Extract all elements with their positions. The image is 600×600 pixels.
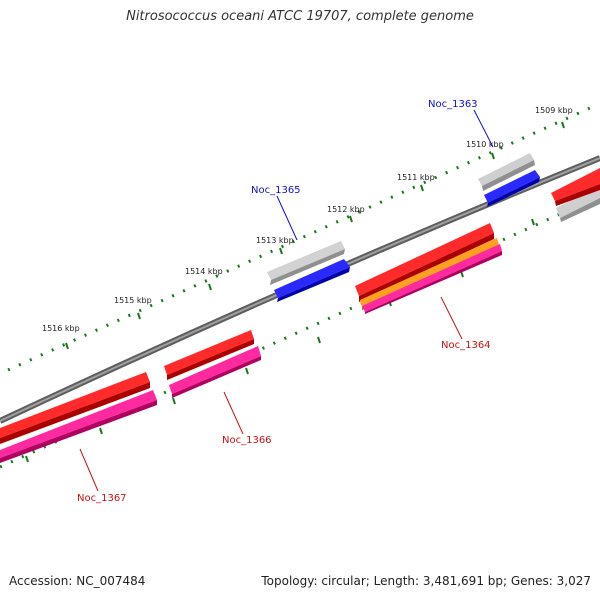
major-tick — [172, 397, 176, 405]
major-tick — [65, 342, 69, 350]
outer-major-ticks — [65, 121, 565, 350]
gene-magenta-1366[interactable] — [169, 346, 261, 398]
gene-grey-1365[interactable] — [267, 241, 345, 285]
callout-line-1365 — [276, 195, 298, 241]
tick-label: 1512 kbp — [327, 205, 365, 214]
major-tick — [561, 121, 565, 129]
tick-label: 1509 kbp — [535, 106, 573, 115]
gene-label-noc-1365[interactable]: Noc_1365 — [251, 185, 301, 196]
major-tick — [137, 312, 141, 320]
gene-label-noc-1363[interactable]: Noc_1363 — [428, 99, 478, 110]
map-title: Nitrosococcus oceani ATCC 19707, complet… — [126, 9, 474, 24]
gene-blue-1365[interactable] — [274, 259, 350, 302]
gene-magenta-1367[interactable] — [0, 390, 157, 463]
genome-summary-text: Topology: circular; Length: 3,481,691 bp… — [261, 574, 591, 588]
callout-line-1363 — [473, 109, 494, 148]
gene-red-1366[interactable] — [164, 330, 254, 380]
gene-red-1367[interactable] — [0, 372, 150, 444]
gene-grey-1363[interactable] — [478, 153, 535, 191]
tick-label: 1511 kbp — [397, 173, 435, 182]
tick-labels: 1509 kbp 1510 kbp 1511 kbp 1512 kbp 1513… — [42, 106, 573, 333]
major-tick — [317, 336, 321, 344]
major-tick — [491, 152, 495, 160]
major-tick — [531, 218, 535, 226]
gene-label-noc-1364[interactable]: Noc_1364 — [441, 340, 491, 351]
major-tick — [279, 247, 283, 255]
callout-line-1364 — [440, 296, 463, 340]
gene-label-noc-1366[interactable]: Noc_1366 — [222, 435, 272, 446]
tick-label: 1513 kbp — [256, 236, 294, 245]
gene-label-noc-1367[interactable]: Noc_1367 — [77, 493, 127, 504]
tick-label: 1514 kbp — [185, 267, 223, 276]
accession-text: Accession: NC_007484 — [9, 574, 146, 588]
tick-label: 1516 kbp — [42, 324, 80, 333]
callout-line-1367 — [79, 448, 99, 492]
gene-blue-1363[interactable] — [484, 170, 540, 207]
major-tick — [99, 427, 103, 435]
gene-red-right[interactable] — [551, 168, 600, 206]
gene-magenta-1364[interactable] — [362, 244, 502, 314]
tick-label: 1515 kbp — [114, 296, 152, 305]
tick-label: 1510 kbp — [466, 140, 504, 149]
major-tick — [420, 184, 424, 192]
major-tick — [208, 283, 212, 291]
major-tick — [245, 367, 249, 375]
major-tick — [349, 215, 353, 223]
major-tick — [25, 455, 29, 463]
callout-line-1366 — [223, 391, 244, 435]
gene-red-1364[interactable] — [355, 223, 494, 302]
